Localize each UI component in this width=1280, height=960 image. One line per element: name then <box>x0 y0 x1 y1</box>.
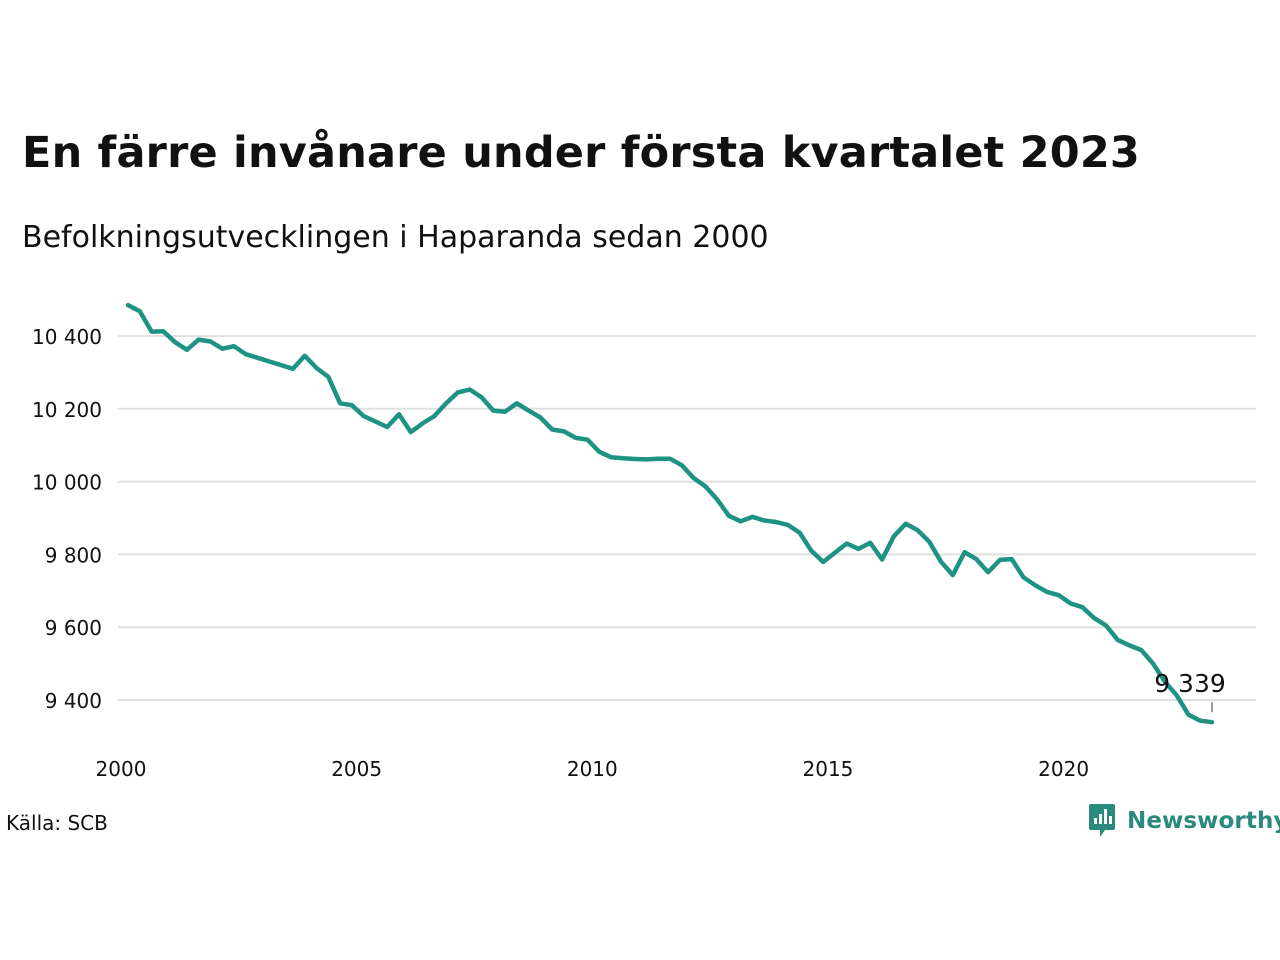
x-tick-label: 2010 <box>567 757 618 781</box>
newsworthy-logo-icon <box>1089 804 1115 837</box>
y-tick-label: 10 200 <box>32 398 102 422</box>
series-line <box>125 302 1215 725</box>
x-tick-label: 2000 <box>96 757 147 781</box>
y-tick-label: 10 000 <box>32 471 102 495</box>
annotation-label: 9 339 <box>1154 669 1226 698</box>
y-tick-label: 9 400 <box>45 689 102 713</box>
source-label: Källa: SCB <box>6 811 108 835</box>
x-tick-label: 2020 <box>1038 757 1089 781</box>
y-tick-label: 9 800 <box>45 543 102 567</box>
x-tick-label: 2005 <box>331 757 382 781</box>
brand-logo[interactable]: Newsworthy <box>1088 803 1280 839</box>
y-tick-label: 9 600 <box>45 616 102 640</box>
brand-name: Newsworthy <box>1127 808 1280 834</box>
y-tick-label: 10 400 <box>32 325 102 349</box>
chart-title: En färre invånare under första kvartalet… <box>22 128 1141 178</box>
x-tick-label: 2015 <box>803 757 854 781</box>
chart-subtitle: Befolkningsutvecklingen i Haparanda seda… <box>22 220 769 255</box>
